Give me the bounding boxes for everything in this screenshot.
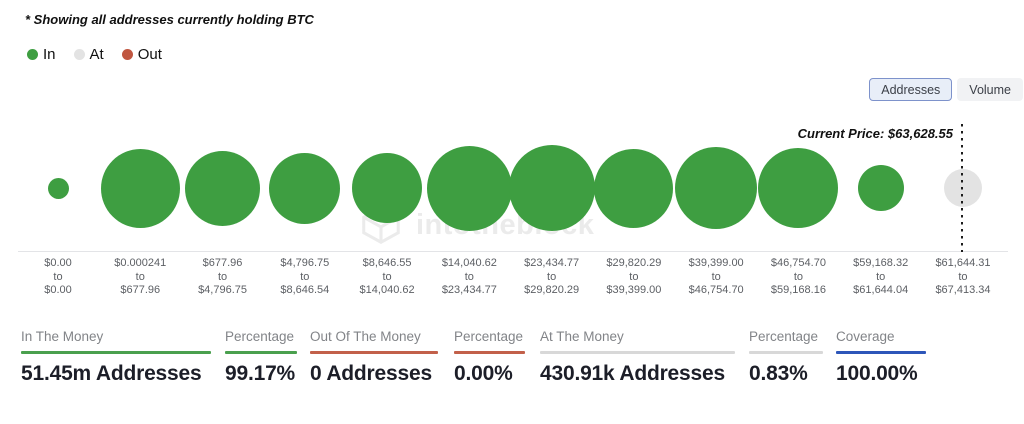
x-axis-line	[18, 251, 1008, 252]
stat-label: Out Of The Money	[310, 329, 421, 344]
stat-percentage-1: Percentage 99.17%	[225, 329, 297, 386]
legend-item-out[interactable]: Out	[121, 46, 162, 63]
stat-value: 0 Addresses	[310, 361, 432, 385]
bubble-in-2[interactable]	[185, 150, 261, 226]
stat-in-the-money-0: In The Money 51.45m Addresses	[21, 329, 211, 386]
legend-label-at: At	[89, 46, 104, 63]
x-axis-label-10: $59,168.32 to $61,644.04	[853, 257, 909, 296]
stat-label: Coverage	[836, 329, 895, 344]
bubble-in-7[interactable]	[594, 148, 674, 228]
x-axis-label-7: $29,820.29 to $39,399.00	[606, 257, 662, 296]
in-dot-icon	[27, 49, 38, 60]
bubble-in-6[interactable]	[508, 145, 595, 231]
x-axis-label-0: $0.00 to $0.00	[44, 257, 72, 296]
chart-note: * Showing all addresses currently holdin…	[25, 12, 314, 27]
legend: In At Out	[27, 46, 162, 63]
x-axis-label-8: $39,399.00 to $46,754.70	[688, 257, 744, 296]
stat-value: 0.83%	[749, 361, 808, 385]
stat-value: 99.17%	[225, 361, 296, 385]
stat-underline	[836, 351, 926, 354]
bubble-in-10[interactable]	[857, 165, 904, 211]
stat-underline	[454, 351, 525, 354]
stats-row: In The Money 51.45m Addresses Percentage 99…	[0, 329, 1024, 389]
stat-value: 100.00%	[836, 361, 918, 385]
x-axis-label-5: $14,040.62 to $23,434.77	[441, 257, 497, 296]
volume-button[interactable]: Volume	[957, 78, 1023, 101]
stat-value: 430.91k Addresses	[540, 361, 725, 385]
stat-underline	[21, 351, 211, 354]
x-axis-label-3: $4,796.75 to $8,646.54	[280, 257, 330, 296]
stat-underline	[225, 351, 297, 354]
bubble-in-8[interactable]	[675, 147, 758, 229]
stat-percentage-3: Percentage 0.00%	[454, 329, 525, 386]
stat-percentage-5: Percentage 0.83%	[749, 329, 823, 386]
current-price-label: Current Price: $63,628.55	[797, 126, 953, 141]
x-axis-label-2: $677.96 to $4,796.75	[198, 257, 247, 296]
x-axis-label-4: $8,646.55 to $14,040.62	[359, 257, 415, 296]
x-axis-label-9: $46,754.70 to $59,168.16	[770, 257, 826, 296]
stat-underline	[310, 351, 438, 354]
bubble-in-4[interactable]	[352, 153, 423, 223]
stat-value: 51.45m Addresses	[21, 361, 202, 385]
bubble-in-5[interactable]	[426, 145, 512, 231]
bubble-in-1[interactable]	[100, 148, 180, 228]
stat-label: Percentage	[749, 329, 819, 344]
out-dot-icon	[121, 49, 133, 60]
current-price-dotted-line	[961, 124, 963, 252]
x-axis-label-6: $23,434.77 to $29,820.29	[524, 257, 580, 296]
stat-underline	[749, 351, 823, 354]
view-toggle: Addresses Volume	[869, 78, 1023, 101]
at-dot-icon	[73, 49, 85, 60]
x-axis-label-1: $0.000241 to $677.96	[114, 257, 167, 296]
stat-out-of-the-money-2: Out Of The Money 0 Addresses	[310, 329, 438, 386]
stat-label: At The Money	[540, 329, 624, 344]
bubble-in-0[interactable]	[47, 177, 69, 199]
bubble-in-3[interactable]	[269, 152, 341, 224]
stat-label: Percentage	[454, 329, 524, 344]
x-axis-label-11: $61,644.31 to $67,413.34	[935, 257, 991, 296]
stat-label: Percentage	[225, 329, 295, 344]
stat-value: 0.00%	[454, 361, 513, 385]
legend-item-in[interactable]: In	[27, 46, 56, 63]
addresses-button[interactable]: Addresses	[869, 78, 953, 101]
legend-label-out: Out	[137, 46, 162, 63]
stat-at-the-money-4: At The Money 430.91k Addresses	[540, 329, 735, 386]
legend-item-at[interactable]: At	[73, 46, 104, 63]
bubble-in-9[interactable]	[758, 148, 839, 228]
stat-underline	[540, 351, 735, 354]
legend-label-in: In	[43, 46, 56, 63]
stat-label: In The Money	[21, 329, 104, 344]
stat-coverage-6: Coverage 100.00%	[836, 329, 926, 386]
